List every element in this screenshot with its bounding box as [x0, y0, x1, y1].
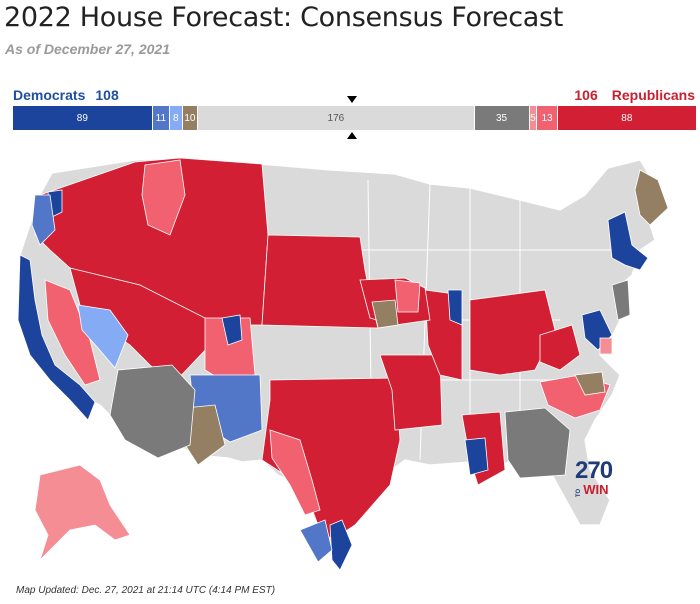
state-shape-washington-west	[31, 194, 56, 246]
bar-segment: 10	[182, 106, 199, 130]
bar-segment: 88	[557, 106, 696, 130]
state-shape-maine	[634, 169, 669, 226]
state-shape-texas-gulf	[299, 519, 333, 563]
bar-segment: 13	[537, 106, 558, 130]
democrats-tally: Democrats 108	[13, 87, 119, 103]
state-shape-arizona	[109, 364, 196, 459]
state-shape-iowa-district	[371, 299, 399, 329]
state-shape-arkansas	[379, 354, 443, 431]
state-shape-nc-district	[574, 371, 606, 396]
logo-win-text: WIN	[583, 482, 609, 497]
bar-segment: 176	[198, 106, 475, 130]
bar-segment: 35	[474, 106, 530, 130]
270towin-logo: 270 TOWIN	[575, 459, 625, 500]
state-shape-new-england	[607, 211, 649, 271]
lean-democrat-regions	[77, 304, 129, 369]
bar-segment: 8	[170, 106, 183, 130]
state-shape-alaska	[34, 464, 131, 561]
seat-balance-bar: 89 11 8 10 176 35 5 13 88	[13, 106, 696, 130]
logo-number: 270	[575, 457, 613, 484]
bar-segment: 11	[152, 106, 170, 130]
page-title: 2022 House Forecast: Consensus Forecast	[4, 2, 564, 33]
state-shape-iowa-part	[394, 279, 421, 313]
state-shape-georgia	[504, 407, 571, 479]
state-shape-denver-area	[221, 314, 243, 346]
likely-republican-regions	[44, 159, 611, 516]
state-shape-texas-south-tip	[329, 519, 353, 571]
house-forecast-map	[17, 157, 669, 571]
state-shape-ohio-indiana	[469, 289, 556, 376]
bar-segment: 5	[529, 106, 538, 130]
republicans-total: 106	[574, 87, 598, 103]
state-shape-west-virginia	[539, 324, 581, 371]
state-shape-nevada-west	[77, 304, 129, 369]
state-shape-alabama-district	[464, 437, 489, 476]
republicans-tally: 106 Republicans	[574, 87, 695, 103]
logo-win: TOWIN	[575, 483, 625, 500]
bar-segment: 89	[13, 106, 153, 130]
page-subtitle: As of December 27, 2021	[5, 41, 170, 57]
state-shape-chicago-area	[447, 289, 463, 326]
majority-marker-bottom	[347, 132, 357, 139]
lean-republican-regions	[34, 337, 613, 561]
state-shape-west-coast	[17, 254, 96, 421]
map-updated-note: Map Updated: Dec. 27, 2021 at 21:14 UTC …	[16, 585, 276, 596]
tilt-regions	[181, 169, 669, 466]
state-shape-south-texas	[269, 429, 321, 516]
majority-marker-top	[347, 96, 357, 103]
state-shape-montana-west	[141, 159, 186, 236]
state-shape-california-central	[44, 279, 101, 386]
democrats-label: Democrats	[13, 87, 86, 103]
democrats-total: 108	[95, 87, 119, 103]
republicans-label: Republicans	[611, 87, 695, 103]
logo-to: TO	[576, 488, 583, 498]
state-shape-nj-pa	[611, 279, 631, 321]
tossup-regions	[109, 279, 631, 479]
state-shape-virginia-district	[599, 337, 613, 355]
